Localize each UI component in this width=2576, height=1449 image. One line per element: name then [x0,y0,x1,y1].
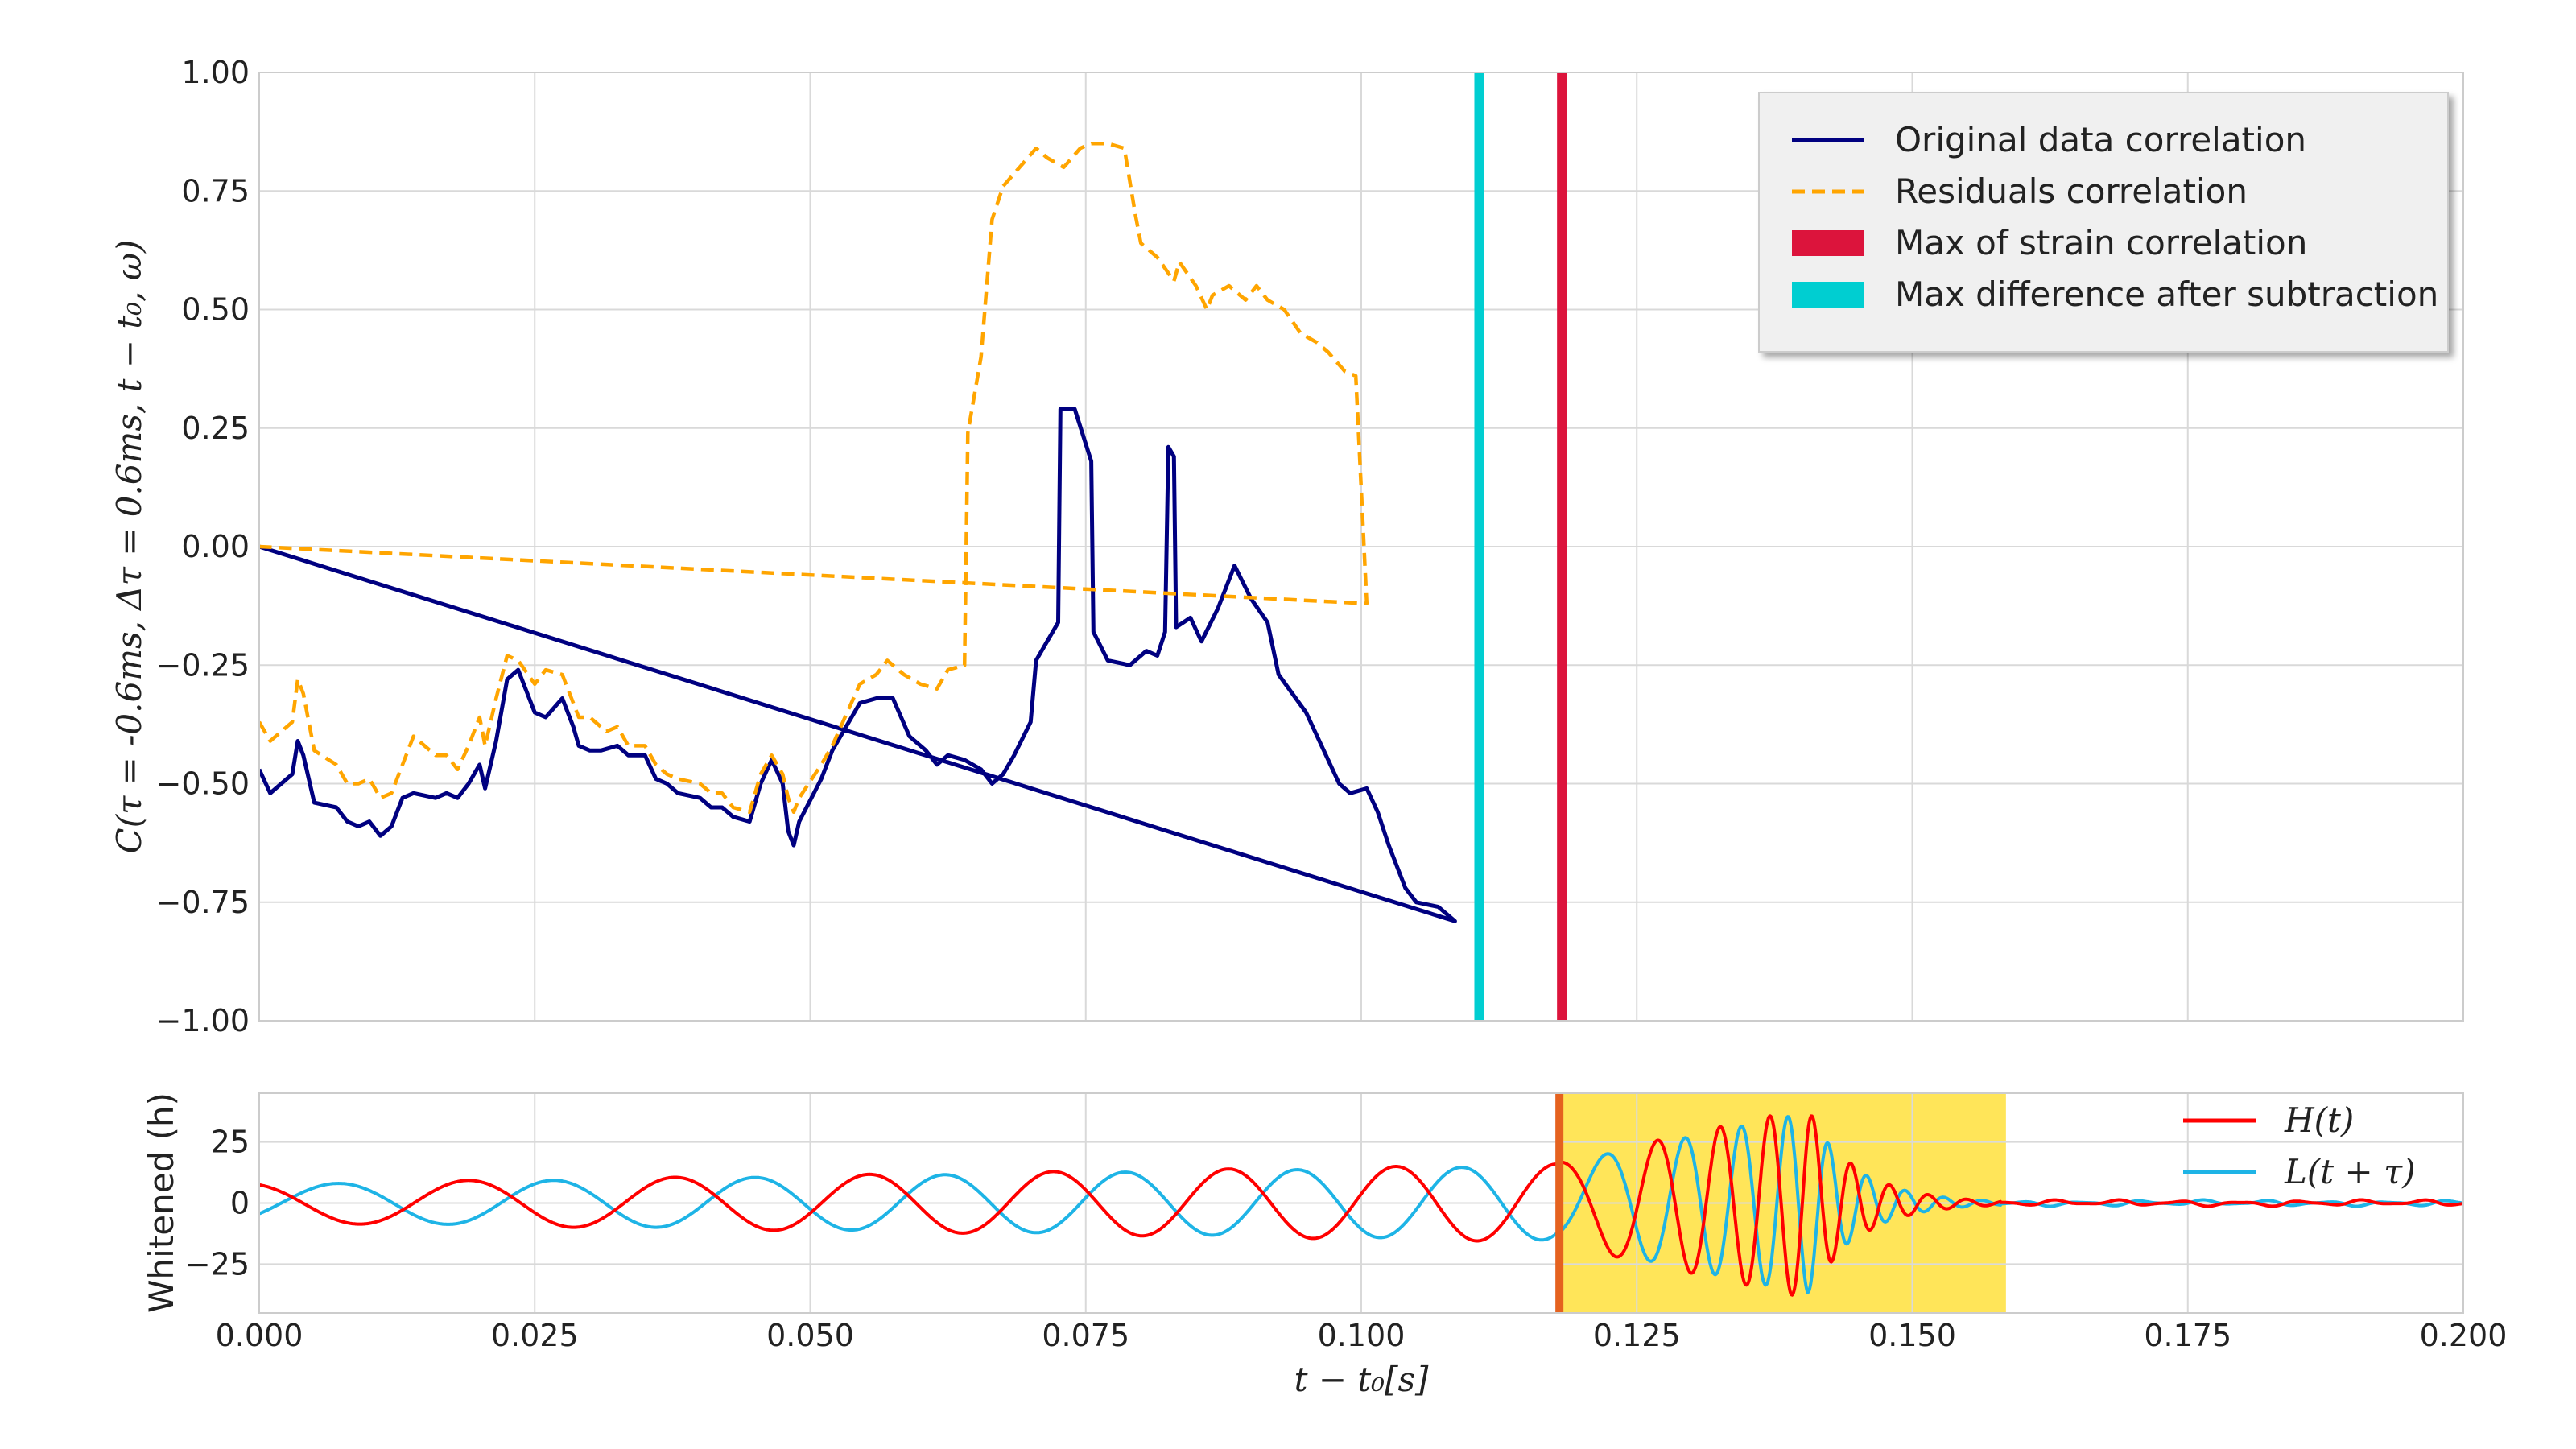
bottom-y-ticks: 25 0 −25 [185,1125,250,1282]
legend-label: Max difference after subtraction [1895,275,2438,314]
bottom-x-tick-label: 0.125 [1593,1318,1681,1353]
bottom-y-tick-label: 0 [230,1186,250,1221]
bottom-x-tick-label: 0.150 [1868,1318,1956,1353]
bottom-x-tick-label: 0.100 [1318,1318,1406,1353]
top-vlines [1474,72,1567,1021]
top-y-tick-label: −1.00 [156,1003,250,1038]
top-y-tick-label: −0.25 [156,647,250,683]
top-plot-frame [258,72,2464,1022]
bottom-series [259,1114,2463,1297]
h-signal-line [259,1114,2463,1297]
bottom-x-ticks: 0.000 0.025 0.050 0.075 0.100 0.125 0.150 0.175… [216,1318,2508,1353]
bottom-x-axis-label: t − t₀[s] [1294,1360,1429,1399]
bottom-x-tick-label: 0.000 [216,1318,303,1353]
bottom-x-tick-label: 0.200 [2420,1318,2508,1353]
bottom-plot-frame [258,1092,2464,1314]
bottom-legend-label: H(t) [2284,1100,2354,1140]
top-y-tick-label: −0.50 [156,766,250,802]
bottom-x-tick-label: 0.075 [1042,1318,1129,1353]
legend-label: Residuals correlation [1895,171,2248,211]
top-y-tick-label: 0.50 [181,292,250,328]
legend-patch-swatch [1792,282,1864,308]
top-legend: Original data correlation Residuals corre… [1758,92,2449,353]
bottom-legend-label: L(t + τ) [2284,1152,2416,1191]
bottom-legend: H(t) L(t + τ) [2183,1100,2416,1191]
bottom-y-axis-label: Whitened (h) [142,1092,181,1313]
top-y-tick-label: 0.75 [181,173,250,208]
top-y-tick-label: 0.25 [181,411,250,446]
top-y-ticks: 1.00 0.75 0.50 0.25 0.00 −0.25 −0.50 −0.75 −1.00 [156,55,250,1038]
top-y-tick-label: 0.00 [181,529,250,564]
top-y-tick-label: 1.00 [181,55,250,90]
top-series [259,142,1457,923]
bottom-y-tick-label: −25 [185,1246,250,1282]
original-correlation-line [259,407,1457,923]
bottom-x-tick-label: 0.175 [2144,1318,2231,1353]
top-legend-box [1758,92,2449,353]
residuals-correlation-line [259,142,1369,815]
bottom-x-tick-label: 0.025 [491,1318,579,1353]
legend-patch-swatch [1792,230,1864,256]
top-y-axis-label: C(τ = -0.6ms, Δτ = 0.6ms, t − t₀, ω) [109,240,149,854]
legend-label: Max of strain correlation [1895,223,2307,262]
legend-label: Original data correlation [1895,120,2306,159]
bottom-y-tick-label: 25 [211,1125,250,1160]
bottom-panel: 25 0 −25 0.000 0.025 0.050 0.075 0.100 0.125 0.1… [142,1092,2507,1399]
bottom-x-tick-label: 0.050 [766,1318,854,1353]
top-y-tick-label: −0.75 [156,885,250,920]
